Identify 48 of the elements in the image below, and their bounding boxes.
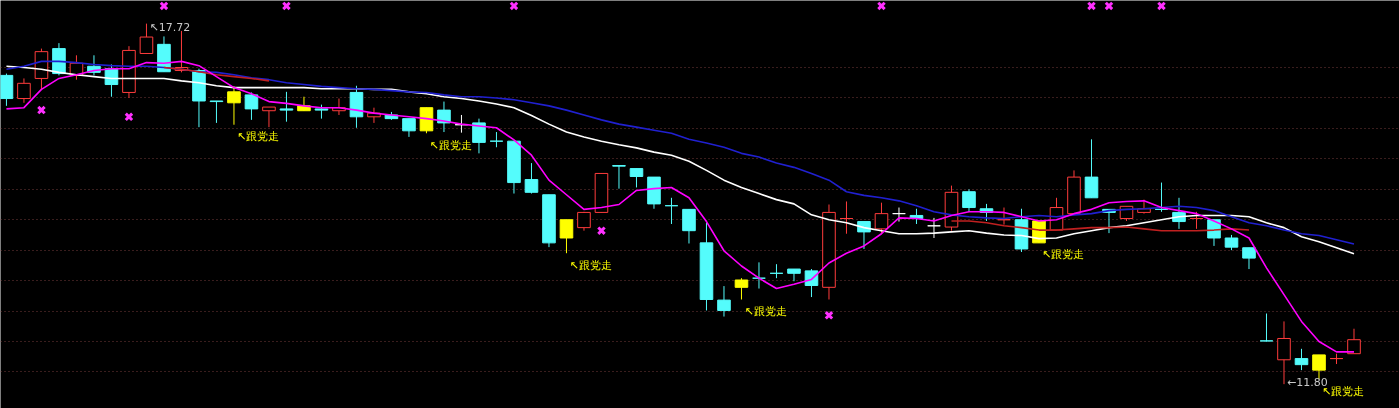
candlestick	[717, 285, 731, 318]
candlestick	[1312, 354, 1326, 380]
candlestick	[612, 165, 626, 190]
text: ←11.80	[1287, 375, 1328, 389]
candlestick	[1242, 247, 1256, 270]
point	[1104, 1, 1114, 11]
text: ↖跟党走	[569, 258, 612, 272]
point	[1086, 1, 1097, 11]
candlestick	[1329, 353, 1344, 365]
candlestick	[734, 277, 749, 300]
candlestick	[1154, 182, 1169, 213]
candlestick	[874, 202, 889, 234]
candlestick	[1347, 328, 1361, 355]
candlestick	[489, 131, 504, 148]
candlestick	[472, 118, 486, 154]
candlestick	[17, 77, 31, 104]
candlestick	[244, 91, 259, 121]
point	[281, 1, 292, 11]
candlestick	[997, 207, 1011, 226]
candlestick	[402, 118, 416, 138]
point	[1156, 1, 1167, 11]
text: ↖跟党走	[1041, 248, 1085, 262]
point	[509, 1, 519, 11]
point	[159, 1, 169, 11]
candlestick	[262, 106, 276, 128]
candlestick	[769, 263, 784, 279]
text: ↖17.72	[149, 21, 191, 35]
text: ↖跟党走	[236, 130, 280, 144]
candlestick	[279, 91, 294, 123]
candlestick	[1294, 348, 1309, 371]
candlestick	[927, 217, 941, 239]
candlestick	[839, 200, 854, 235]
candlestick	[787, 268, 801, 282]
candlestick	[629, 168, 644, 188]
candlestick	[524, 162, 539, 195]
candlestick	[0, 73, 14, 107]
candlestick	[682, 208, 696, 244]
candlestick	[1259, 313, 1274, 343]
text: ↖跟党走	[429, 138, 472, 152]
candlestick	[752, 261, 766, 290]
candlestick	[962, 188, 976, 213]
candlestick	[227, 85, 241, 126]
text: ↖跟党走	[744, 305, 787, 318]
candlestick	[892, 207, 906, 223]
candlestick	[559, 219, 574, 254]
candlestick	[209, 100, 224, 124]
candlestick	[664, 197, 679, 225]
candlestick	[1084, 138, 1099, 199]
